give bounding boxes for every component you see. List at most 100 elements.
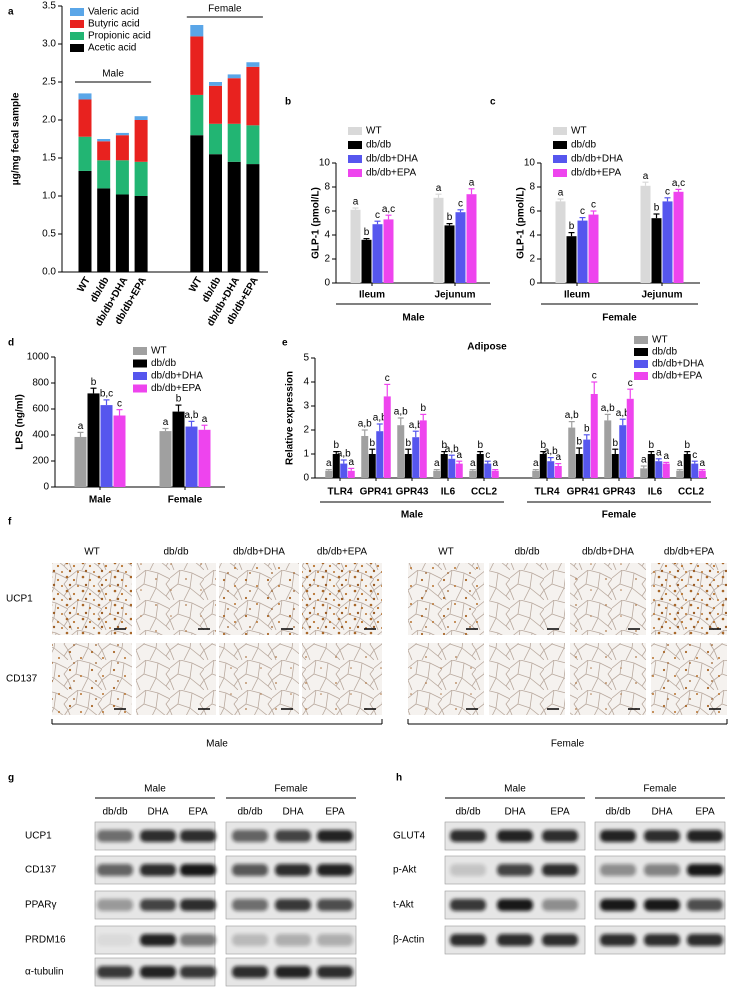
bar xyxy=(568,427,576,478)
bar xyxy=(640,185,651,283)
legend-label: db/db+EPA xyxy=(571,168,621,179)
bar xyxy=(361,436,369,478)
row-label: UCP1 xyxy=(25,831,52,842)
error-bar xyxy=(441,451,448,454)
bar xyxy=(397,425,405,478)
bar xyxy=(588,214,599,283)
error-bar xyxy=(340,459,347,464)
legend-swatch xyxy=(634,372,648,380)
significance-letter: c xyxy=(385,373,390,384)
significance-letter: a xyxy=(492,458,498,469)
error-bar xyxy=(590,210,597,215)
legend-swatch xyxy=(348,141,362,149)
bar xyxy=(455,212,466,283)
error-bar xyxy=(675,188,682,192)
bar-segment xyxy=(115,194,129,272)
significance-letter: b,c xyxy=(100,389,113,400)
band xyxy=(180,830,216,842)
band xyxy=(644,864,680,876)
legend-swatch xyxy=(553,141,567,149)
blot xyxy=(444,925,586,955)
blot xyxy=(444,855,586,885)
legend-label: Acetic acid xyxy=(88,43,136,54)
band xyxy=(97,864,133,876)
error-bar xyxy=(352,207,359,210)
error-bar xyxy=(532,469,539,471)
bar xyxy=(100,405,113,487)
significance-letter: a xyxy=(677,458,683,469)
bar-segment xyxy=(97,188,111,272)
bar xyxy=(604,420,612,478)
bar xyxy=(325,470,333,478)
band xyxy=(687,899,723,911)
band xyxy=(687,864,723,876)
error-bar xyxy=(604,413,611,421)
bar xyxy=(539,454,547,478)
significance-letter: a xyxy=(643,171,649,182)
bar xyxy=(469,470,477,478)
band xyxy=(140,830,176,842)
error-bar xyxy=(642,181,649,186)
y-tick-label: 3.0 xyxy=(42,39,56,50)
column-label: db/db+EPA xyxy=(664,547,714,558)
band xyxy=(644,934,680,946)
bar xyxy=(87,393,100,487)
panel-letter: c xyxy=(490,97,496,108)
significance-letter: a,b xyxy=(601,403,615,414)
bar xyxy=(159,431,172,487)
y-tick-label: 2 xyxy=(324,254,330,265)
legend-swatch xyxy=(133,372,147,380)
error-bar xyxy=(619,418,626,426)
significance-letter: a,b xyxy=(445,444,459,455)
significance-letter: c xyxy=(591,200,596,211)
y-tick-label: 2 xyxy=(303,425,309,436)
x-tick-label: CCL2 xyxy=(678,487,705,498)
significance-letter: a,b xyxy=(394,407,408,418)
band xyxy=(232,830,268,842)
significance-letter: a xyxy=(348,457,354,468)
y-tick-label: 0 xyxy=(43,482,49,493)
legend-swatch xyxy=(348,127,362,135)
error-bar xyxy=(363,238,370,240)
bar xyxy=(547,461,555,478)
x-tick-label: CCL2 xyxy=(471,487,498,498)
error-bar xyxy=(591,381,598,394)
column-label: WT xyxy=(438,547,454,558)
bar xyxy=(347,470,355,478)
bar xyxy=(433,197,444,283)
histology-image xyxy=(52,563,132,635)
bar xyxy=(651,218,662,283)
legend-swatch xyxy=(70,32,84,40)
bar xyxy=(698,470,706,478)
y-axis-label: μg/mg fecal sample xyxy=(11,92,22,185)
group-label: Female xyxy=(602,510,637,521)
bar-segment xyxy=(134,120,148,162)
y-tick-label: 5 xyxy=(303,353,309,364)
error-bar xyxy=(627,388,634,399)
tissue-cells xyxy=(136,643,216,715)
significance-letter: a xyxy=(470,458,476,469)
bar xyxy=(554,466,562,478)
stain xyxy=(570,643,646,715)
x-tick-label: GPR43 xyxy=(603,487,636,498)
histology-image xyxy=(570,643,646,715)
group-label: Female xyxy=(208,4,242,15)
bar-segment xyxy=(227,78,241,124)
bar-segment xyxy=(246,62,260,67)
significance-letter: a xyxy=(456,450,462,461)
bar xyxy=(611,454,619,478)
bar xyxy=(647,454,655,478)
significance-letter: a xyxy=(469,177,475,188)
blot xyxy=(94,957,216,987)
stain xyxy=(651,563,727,635)
band xyxy=(600,830,636,842)
panel-letter: h xyxy=(396,773,402,784)
bar xyxy=(368,454,376,478)
band xyxy=(232,966,268,978)
significance-letter: a,b xyxy=(358,419,372,430)
x-tick-label: WT xyxy=(187,275,204,294)
bar xyxy=(372,224,383,283)
error-bar xyxy=(103,399,110,406)
legend-label: db/db+EPA xyxy=(366,168,416,179)
band xyxy=(140,899,176,911)
